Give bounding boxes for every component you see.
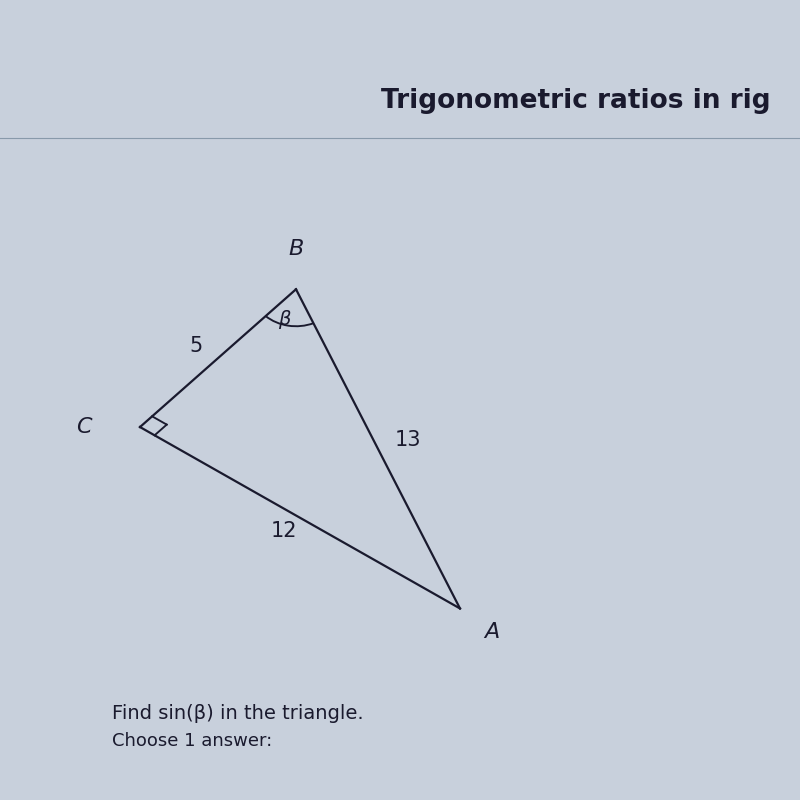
Text: Trigonometric ratios in rig: Trigonometric ratios in rig <box>381 88 771 114</box>
Text: Choose 1 answer:: Choose 1 answer: <box>112 731 272 750</box>
Text: A: A <box>484 622 499 642</box>
Text: B: B <box>288 239 304 259</box>
Text: 12: 12 <box>270 522 298 541</box>
Text: 5: 5 <box>190 336 202 356</box>
Text: C: C <box>77 417 92 437</box>
Text: 13: 13 <box>394 430 422 450</box>
Text: Find sin(β) in the triangle.: Find sin(β) in the triangle. <box>112 704 364 722</box>
Text: β: β <box>278 310 290 329</box>
